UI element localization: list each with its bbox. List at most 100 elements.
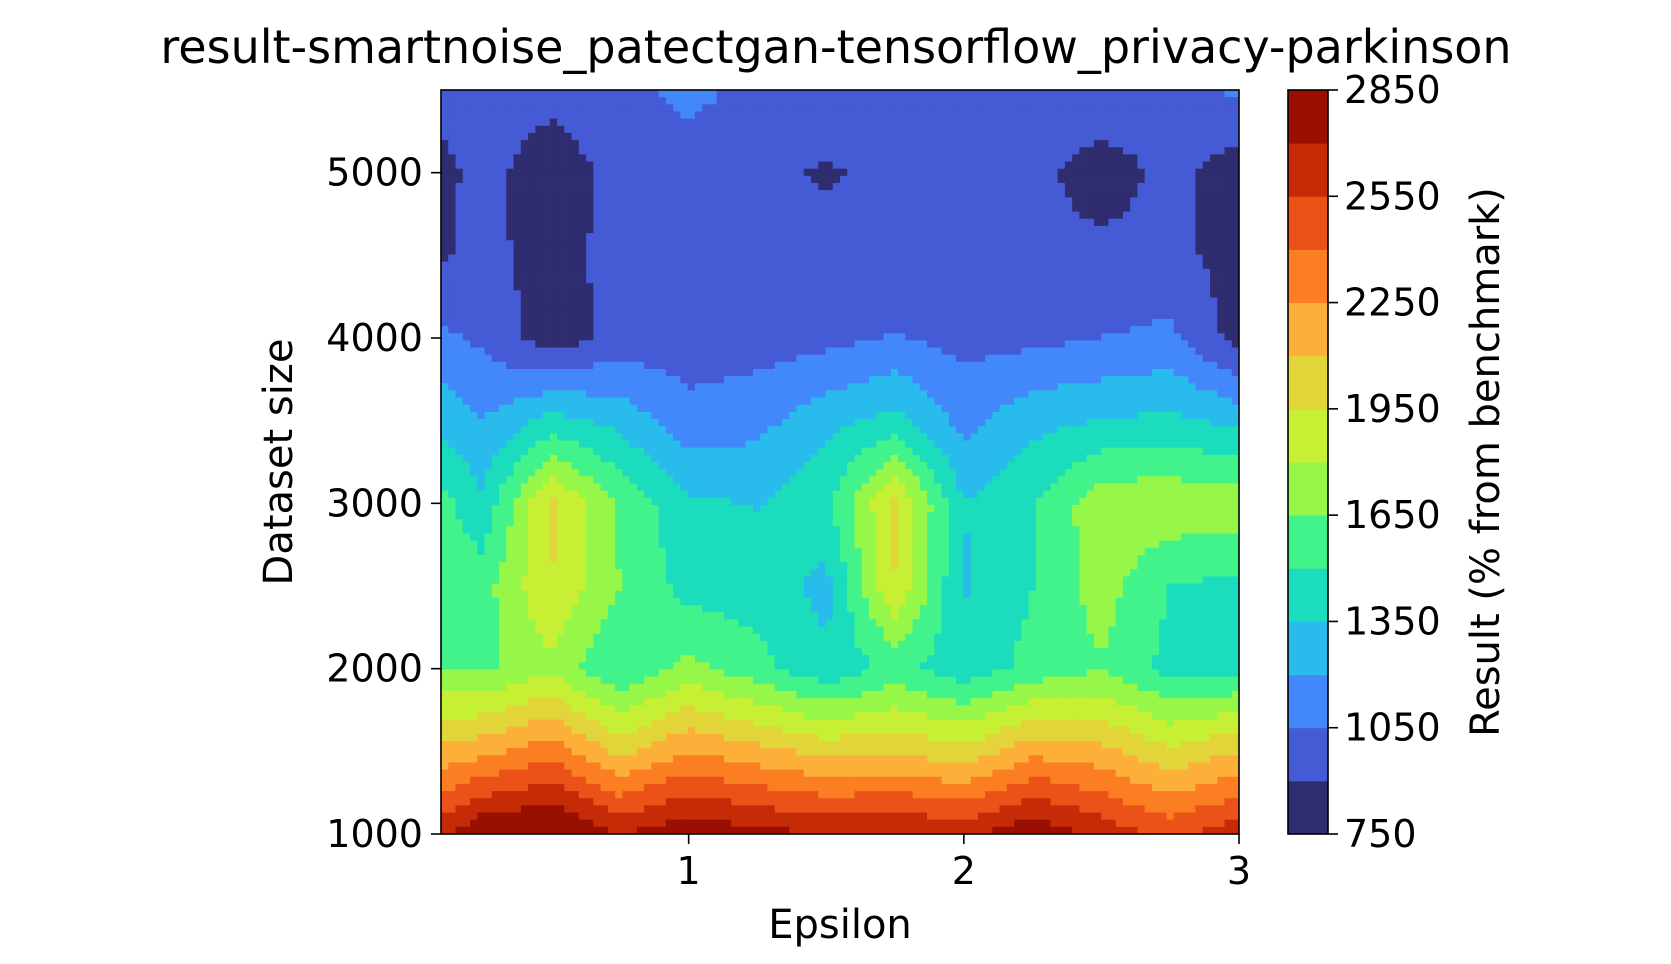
contour-cell xyxy=(1130,390,1139,399)
contour-cell xyxy=(1151,290,1160,299)
contour-cell xyxy=(1122,297,1131,306)
contour-cell xyxy=(1101,383,1110,392)
contour-cell xyxy=(789,211,798,220)
contour-cell xyxy=(1064,154,1073,163)
contour-cell xyxy=(1202,125,1211,134)
contour-cell xyxy=(1072,168,1080,177)
contour-cell xyxy=(1093,361,1102,370)
contour-cell xyxy=(1072,218,1080,227)
contour-cell xyxy=(1043,125,1051,134)
contour-cell xyxy=(985,175,993,184)
contour-cell xyxy=(927,111,935,120)
contour-cell xyxy=(644,397,652,406)
contour-cell xyxy=(1173,197,1182,206)
contour-cell xyxy=(716,404,725,413)
contour-cell xyxy=(644,333,652,341)
contour-cell xyxy=(876,390,885,399)
contour-cell xyxy=(1217,304,1226,313)
contour-cell xyxy=(680,247,689,256)
contour-cell xyxy=(702,261,711,270)
contour-cell xyxy=(1137,326,1146,334)
contour-cell xyxy=(1043,118,1051,127)
contour-cell xyxy=(840,297,848,306)
contour-cell xyxy=(840,361,848,370)
contour-cell xyxy=(687,211,696,220)
contour-cell xyxy=(738,111,747,120)
contour-cell xyxy=(738,125,747,134)
contour-cell xyxy=(1144,111,1153,120)
contour-cell xyxy=(716,218,725,227)
contour-cell xyxy=(673,333,681,341)
contour-cell xyxy=(832,190,841,198)
contour-cell xyxy=(876,383,885,392)
contour-cell xyxy=(1050,154,1059,163)
contour-cell xyxy=(578,104,587,113)
contour-cell xyxy=(861,354,870,363)
contour-cell xyxy=(1014,361,1022,370)
contour-cell xyxy=(1014,225,1022,234)
contour-cell xyxy=(789,283,798,291)
contour-cell xyxy=(1079,261,1088,270)
contour-cell xyxy=(1137,225,1146,234)
contour-cell xyxy=(767,240,776,248)
contour-cell xyxy=(586,132,594,141)
contour-cell xyxy=(702,125,711,134)
contour-cell xyxy=(1079,111,1088,120)
contour-cell xyxy=(571,104,580,113)
contour-cell xyxy=(992,97,1001,105)
contour-cell xyxy=(869,161,877,170)
contour-cell xyxy=(992,276,1001,284)
contour-cell xyxy=(673,283,681,291)
contour-cell xyxy=(752,397,761,406)
contour-cell xyxy=(876,111,885,120)
contour-cell xyxy=(1137,340,1146,349)
contour-cell xyxy=(847,326,856,334)
contour-cell xyxy=(999,254,1008,263)
contour-cell xyxy=(607,197,616,206)
contour-cell xyxy=(840,147,848,155)
contour-cell xyxy=(1195,254,1204,263)
contour-cell xyxy=(1050,340,1059,349)
contour-cell xyxy=(963,233,972,241)
contour-cell xyxy=(876,290,885,299)
contour-cell xyxy=(752,311,761,320)
contour-cell xyxy=(1072,225,1080,234)
contour-cell xyxy=(1173,340,1182,349)
contour-cell xyxy=(832,247,841,256)
contour-cell xyxy=(528,111,536,120)
contour-cell xyxy=(586,290,594,299)
contour-cell xyxy=(477,361,486,370)
contour-cell xyxy=(752,147,761,155)
contour-cell xyxy=(593,175,602,184)
contour-cell xyxy=(1231,240,1239,248)
contour-cell xyxy=(818,347,827,356)
contour-cell xyxy=(898,111,906,120)
contour-cell xyxy=(499,197,507,206)
contour-cell xyxy=(810,104,819,113)
contour-cell xyxy=(723,390,732,399)
contour-cell xyxy=(760,247,769,256)
contour-cell xyxy=(1173,111,1182,120)
contour-cell xyxy=(665,218,674,227)
contour-cell xyxy=(1144,354,1153,363)
contour-cell xyxy=(629,340,638,349)
contour-cell xyxy=(1159,97,1168,105)
contour-cell xyxy=(600,397,609,406)
contour-cell xyxy=(484,354,493,363)
contour-cell xyxy=(919,140,928,148)
contour-cell xyxy=(723,340,732,349)
contour-cell xyxy=(1209,311,1218,320)
contour-cell xyxy=(1217,90,1226,98)
contour-cell xyxy=(840,311,848,320)
contour-cell xyxy=(694,283,703,291)
contour-cell xyxy=(847,204,856,213)
contour-cell xyxy=(723,397,732,406)
contour-cell xyxy=(484,311,493,320)
contour-cell xyxy=(752,261,761,270)
contour-cell xyxy=(636,404,645,413)
contour-cell xyxy=(818,225,827,234)
contour-cell xyxy=(723,254,732,263)
contour-cell xyxy=(528,125,536,134)
contour-cell xyxy=(1224,404,1233,413)
contour-cell xyxy=(484,183,493,191)
